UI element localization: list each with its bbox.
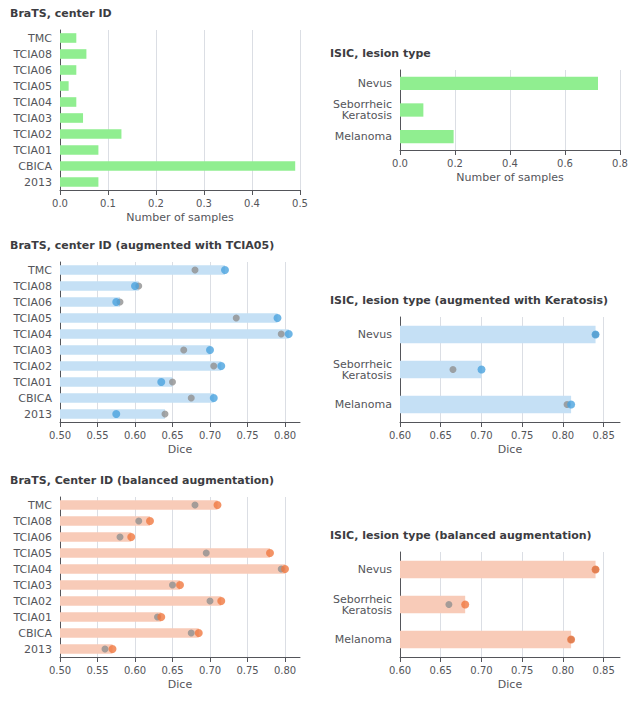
svg-text:Keratosis: Keratosis xyxy=(342,109,393,122)
svg-text:ISIC, lesion type: ISIC, lesion type xyxy=(330,47,431,60)
svg-text:Number of samples: Number of samples xyxy=(456,171,564,184)
svg-text:0.4: 0.4 xyxy=(244,198,260,209)
svg-text:Nevus: Nevus xyxy=(358,328,392,341)
svg-text:0.65: 0.65 xyxy=(430,430,452,441)
svg-text:0.8: 0.8 xyxy=(612,158,628,169)
svg-text:CBICA: CBICA xyxy=(18,627,52,640)
svg-text:0.60: 0.60 xyxy=(124,665,146,676)
svg-text:0.80: 0.80 xyxy=(274,430,296,441)
svg-text:0.65: 0.65 xyxy=(430,665,452,676)
svg-text:0.1: 0.1 xyxy=(100,198,116,209)
svg-text:2013: 2013 xyxy=(24,408,52,421)
svg-text:TMC: TMC xyxy=(27,264,52,277)
svg-text:TCIA01: TCIA01 xyxy=(12,376,52,389)
svg-text:0.70: 0.70 xyxy=(199,665,221,676)
svg-text:0.70: 0.70 xyxy=(470,665,492,676)
svg-text:TCIA03: TCIA03 xyxy=(12,579,52,592)
svg-text:TCIA03: TCIA03 xyxy=(12,112,52,125)
svg-text:TMC: TMC xyxy=(27,499,52,512)
svg-text:0.75: 0.75 xyxy=(511,430,533,441)
svg-text:0.80: 0.80 xyxy=(552,430,574,441)
svg-text:Keratosis: Keratosis xyxy=(342,369,393,382)
svg-text:BraTS, center ID (augmented wi: BraTS, center ID (augmented with TCIA05) xyxy=(10,239,274,252)
svg-text:TCIA02: TCIA02 xyxy=(12,360,52,373)
svg-text:ISIC, lesion type (augmented w: ISIC, lesion type (augmented with Kerato… xyxy=(330,294,608,307)
svg-text:0.6: 0.6 xyxy=(557,158,573,169)
svg-text:0.50: 0.50 xyxy=(49,430,71,441)
svg-text:TCIA01: TCIA01 xyxy=(12,144,52,157)
svg-text:TCIA06: TCIA06 xyxy=(12,531,52,544)
svg-text:TCIA05: TCIA05 xyxy=(12,80,52,93)
svg-text:TCIA01: TCIA01 xyxy=(12,611,52,624)
svg-text:0.5: 0.5 xyxy=(292,198,308,209)
svg-text:Dice: Dice xyxy=(498,678,523,691)
svg-text:Dice: Dice xyxy=(498,443,523,456)
svg-text:0.70: 0.70 xyxy=(199,430,221,441)
svg-text:Dice: Dice xyxy=(168,443,193,456)
svg-text:0.75: 0.75 xyxy=(236,430,258,441)
svg-text:0.80: 0.80 xyxy=(552,665,574,676)
svg-text:TCIA05: TCIA05 xyxy=(12,312,52,325)
svg-text:TCIA05: TCIA05 xyxy=(12,547,52,560)
svg-text:Number of samples: Number of samples xyxy=(126,211,234,224)
svg-text:0.70: 0.70 xyxy=(470,430,492,441)
svg-text:TCIA04: TCIA04 xyxy=(12,563,52,576)
svg-text:CBICA: CBICA xyxy=(18,392,52,405)
svg-text:TMC: TMC xyxy=(27,32,52,45)
svg-text:TCIA06: TCIA06 xyxy=(12,64,52,77)
svg-text:2013: 2013 xyxy=(24,176,52,189)
svg-text:0.4: 0.4 xyxy=(502,158,518,169)
svg-text:TCIA02: TCIA02 xyxy=(12,128,52,141)
svg-text:BraTS, center ID: BraTS, center ID xyxy=(10,7,112,20)
svg-text:0.0: 0.0 xyxy=(52,198,68,209)
svg-text:0.50: 0.50 xyxy=(49,665,71,676)
svg-text:Melanoma: Melanoma xyxy=(335,398,392,411)
svg-text:TCIA03: TCIA03 xyxy=(12,344,52,357)
svg-text:Keratosis: Keratosis xyxy=(342,604,393,617)
svg-text:Nevus: Nevus xyxy=(358,77,392,90)
svg-text:Melanoma: Melanoma xyxy=(335,633,392,646)
svg-text:0.65: 0.65 xyxy=(161,430,183,441)
svg-text:0.75: 0.75 xyxy=(236,665,258,676)
svg-text:TCIA02: TCIA02 xyxy=(12,595,52,608)
svg-text:0.0: 0.0 xyxy=(392,158,408,169)
svg-text:Seborrheic: Seborrheic xyxy=(333,592,392,606)
svg-text:TCIA08: TCIA08 xyxy=(12,280,52,293)
svg-text:Seborrheic: Seborrheic xyxy=(333,357,392,371)
svg-text:0.2: 0.2 xyxy=(447,158,463,169)
svg-text:BraTS, Center ID (balanced aug: BraTS, Center ID (balanced augmentation) xyxy=(10,474,274,487)
svg-text:TCIA06: TCIA06 xyxy=(12,296,52,309)
svg-text:0.80: 0.80 xyxy=(274,665,296,676)
svg-text:0.65: 0.65 xyxy=(161,665,183,676)
svg-text:Melanoma: Melanoma xyxy=(335,130,392,143)
svg-text:CBICA: CBICA xyxy=(18,160,52,173)
svg-text:2013: 2013 xyxy=(24,643,52,656)
svg-text:0.3: 0.3 xyxy=(196,198,212,209)
svg-text:0.55: 0.55 xyxy=(86,430,108,441)
svg-text:0.85: 0.85 xyxy=(593,430,615,441)
svg-text:0.60: 0.60 xyxy=(389,665,411,676)
svg-text:Nevus: Nevus xyxy=(358,563,392,576)
svg-text:0.60: 0.60 xyxy=(124,430,146,441)
svg-text:Seborrheic: Seborrheic xyxy=(333,98,392,111)
svg-text:0.75: 0.75 xyxy=(511,665,533,676)
svg-text:ISIC, lesion type (balanced au: ISIC, lesion type (balanced augmentation… xyxy=(330,529,592,542)
svg-text:TCIA08: TCIA08 xyxy=(12,515,52,528)
svg-text:0.55: 0.55 xyxy=(86,665,108,676)
svg-text:0.2: 0.2 xyxy=(148,198,164,209)
svg-text:TCIA04: TCIA04 xyxy=(12,96,52,109)
svg-text:TCIA04: TCIA04 xyxy=(12,328,52,341)
svg-text:0.60: 0.60 xyxy=(389,430,411,441)
svg-text:Dice: Dice xyxy=(168,678,193,691)
svg-text:TCIA08: TCIA08 xyxy=(12,48,52,61)
svg-text:0.85: 0.85 xyxy=(593,665,615,676)
